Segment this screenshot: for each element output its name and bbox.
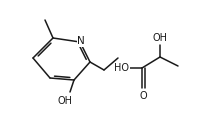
Text: O: O	[138, 91, 146, 101]
Text: N: N	[77, 36, 84, 46]
Text: HO: HO	[114, 63, 129, 73]
Text: OH: OH	[57, 96, 72, 106]
Text: OH: OH	[152, 33, 167, 43]
